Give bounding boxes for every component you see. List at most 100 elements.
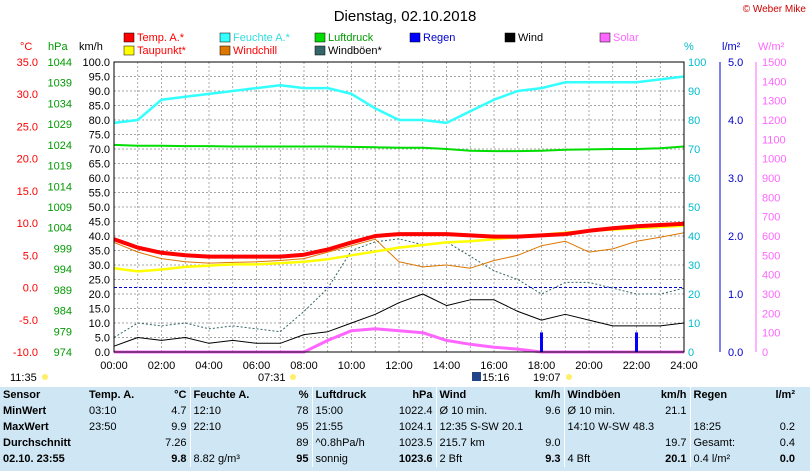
legend-label-solar: Solar bbox=[613, 32, 639, 44]
series-line-windb-en bbox=[113, 238, 685, 338]
stats-header: km/h bbox=[660, 389, 687, 401]
legend-swatch-windchill bbox=[219, 45, 231, 56]
stats-cell: 14:10 W-SW 48.3 bbox=[563, 419, 690, 435]
hpa-tick-label: 999 bbox=[54, 243, 72, 255]
rain-tick-label: 5.0 bbox=[728, 57, 743, 69]
kmh-tick-label: 60.0 bbox=[89, 173, 110, 185]
unit-temp: °C bbox=[20, 41, 32, 53]
time-tick-label: 18:00 bbox=[528, 360, 556, 372]
temp-tick-label: 25.0 bbox=[17, 121, 38, 133]
time-tick-label: 06:00 bbox=[243, 360, 271, 372]
stats-header: l/m² bbox=[775, 389, 795, 401]
stats-cell bbox=[86, 435, 134, 451]
unit-hpa: hPa bbox=[48, 41, 68, 53]
stats-cell: 03:10 bbox=[89, 405, 117, 417]
stats-cell: 02.10. 23:55 bbox=[3, 453, 65, 465]
stats-cell: 1022.4 bbox=[398, 405, 433, 417]
hpa-tick-label: 1004 bbox=[48, 223, 72, 235]
kmh-tick-label: 20.0 bbox=[89, 289, 110, 301]
hpa-tick-label: 1044 bbox=[48, 57, 72, 69]
stats-cell: 0.2 bbox=[779, 421, 795, 433]
solar-tick-label: 700 bbox=[762, 212, 780, 224]
hpa-tick-label: 1014 bbox=[48, 181, 72, 193]
solar-tick-label: 1500 bbox=[762, 57, 786, 69]
time-tick-label: 08:00 bbox=[290, 360, 318, 372]
hpa-tick-label: 1034 bbox=[48, 98, 72, 110]
rain-tick-label: 3.0 bbox=[728, 173, 743, 185]
statistics-table: Sensor Temp. A. °C Feuchte A. % Luftdruc… bbox=[0, 387, 810, 471]
stats-row-avg: Durchschnitt 7.26 89 ^0.8hPa/h 1023.5 21… bbox=[0, 435, 798, 451]
kmh-tick-label: 90.0 bbox=[89, 86, 110, 98]
stats-header-row: Sensor Temp. A. °C Feuchte A. % Luftdruc… bbox=[0, 387, 798, 403]
kmh-tick-label: 50.0 bbox=[89, 202, 110, 214]
kmh-tick-label: 55.0 bbox=[89, 188, 110, 200]
temp-tick-label: 0.0 bbox=[23, 283, 38, 295]
chart-axes: 35.0 30.0 25.0 20.0 15.0 10.0 5.0 0.0 -5.0 -10.0 1… bbox=[13, 57, 787, 372]
kmh-tick-label: 75.0 bbox=[89, 130, 110, 142]
stats-header: Sensor bbox=[3, 389, 41, 401]
stats-cell: 95 bbox=[296, 421, 309, 433]
stats-cell: 20.1 bbox=[665, 453, 687, 465]
series-line-windchill bbox=[113, 232, 685, 269]
stats-cell bbox=[86, 451, 134, 467]
copyright-label: © Weber Mike bbox=[743, 4, 807, 15]
stats-header: °C bbox=[174, 389, 187, 401]
stats-cell: 2 Bft bbox=[435, 451, 524, 467]
stats-cell: 12:10 bbox=[189, 403, 258, 419]
stats-cell: Ø 10 min. bbox=[563, 403, 652, 419]
pct-tick-label: 40 bbox=[688, 231, 700, 243]
series-line-temp-a bbox=[113, 221, 685, 259]
pct-tick-label: 20 bbox=[688, 289, 700, 301]
time-tick-label: 04:00 bbox=[195, 360, 223, 372]
temp-tick-label: 5.0 bbox=[23, 250, 38, 262]
legend-swatch-pressure bbox=[314, 32, 326, 43]
time-tick-label: 16:00 bbox=[480, 360, 508, 372]
kmh-tick-label: 65.0 bbox=[89, 159, 110, 171]
stats-cell: 4.7 bbox=[171, 405, 187, 417]
solar-tick-label: 200 bbox=[762, 308, 780, 320]
unit-pct: % bbox=[684, 41, 694, 53]
solar-tick-label: 900 bbox=[762, 173, 780, 185]
temp-tick-label: -5.0 bbox=[19, 315, 38, 327]
kmh-tick-label: 0.0 bbox=[95, 347, 110, 359]
stats-cell: 4 Bft bbox=[563, 451, 652, 467]
stats-cell: 0.4 l/m² bbox=[689, 451, 762, 467]
legend-label-pressure: Luftdruck bbox=[328, 32, 374, 44]
hpa-tick-label: 974 bbox=[54, 347, 72, 359]
solar-tick-label: 300 bbox=[762, 289, 780, 301]
kmh-tick-label: 15.0 bbox=[89, 304, 110, 316]
stats-row-current: 02.10. 23:55 9.8 8.82 g/m³ 95 sonnig 102… bbox=[0, 451, 798, 467]
solar-tick-label: 400 bbox=[762, 270, 780, 282]
plot-frame bbox=[113, 61, 685, 353]
hpa-tick-label: 984 bbox=[54, 306, 72, 318]
stats-cell: 22:10 bbox=[189, 419, 258, 435]
legend-swatch-wind bbox=[504, 32, 516, 43]
stats-cell: MaxWert bbox=[3, 421, 49, 433]
stats-header: hPa bbox=[412, 389, 433, 401]
pct-tick-label: 50 bbox=[688, 202, 700, 214]
solar-tick-label: 0 bbox=[762, 347, 768, 359]
unit-rain: l/m² bbox=[722, 41, 741, 53]
stats-cell: 0.0 bbox=[779, 453, 795, 465]
stats-cell: sonnig bbox=[311, 451, 376, 467]
hpa-tick-label: 989 bbox=[54, 285, 72, 297]
unit-solar: W/m² bbox=[758, 41, 785, 53]
chart-title: Dienstag, 02.10.2018 bbox=[334, 8, 477, 25]
hpa-tick-label: 1029 bbox=[48, 119, 72, 131]
stats-cell: 9.3 bbox=[545, 453, 561, 465]
stats-cell: Durchschnitt bbox=[3, 437, 71, 449]
pct-tick-label: 0 bbox=[688, 347, 694, 359]
stats-cell: 21.1 bbox=[665, 405, 687, 417]
unit-kmh: km/h bbox=[79, 41, 103, 53]
stats-cell: 21:55 bbox=[311, 419, 376, 435]
stats-cell: 19.7 bbox=[665, 437, 687, 449]
solar-tick-label: 1200 bbox=[762, 115, 786, 127]
stats-header: Temp. A. bbox=[89, 389, 134, 401]
stats-header: Feuchte A. bbox=[189, 387, 258, 403]
pct-tick-label: 90 bbox=[688, 86, 700, 98]
pct-tick-label: 10 bbox=[688, 318, 700, 330]
kmh-tick-label: 40.0 bbox=[89, 231, 110, 243]
stats-header: Regen bbox=[689, 387, 762, 403]
legend-label-gusts: Windböen* bbox=[328, 45, 383, 57]
hpa-tick-label: 979 bbox=[54, 326, 72, 338]
